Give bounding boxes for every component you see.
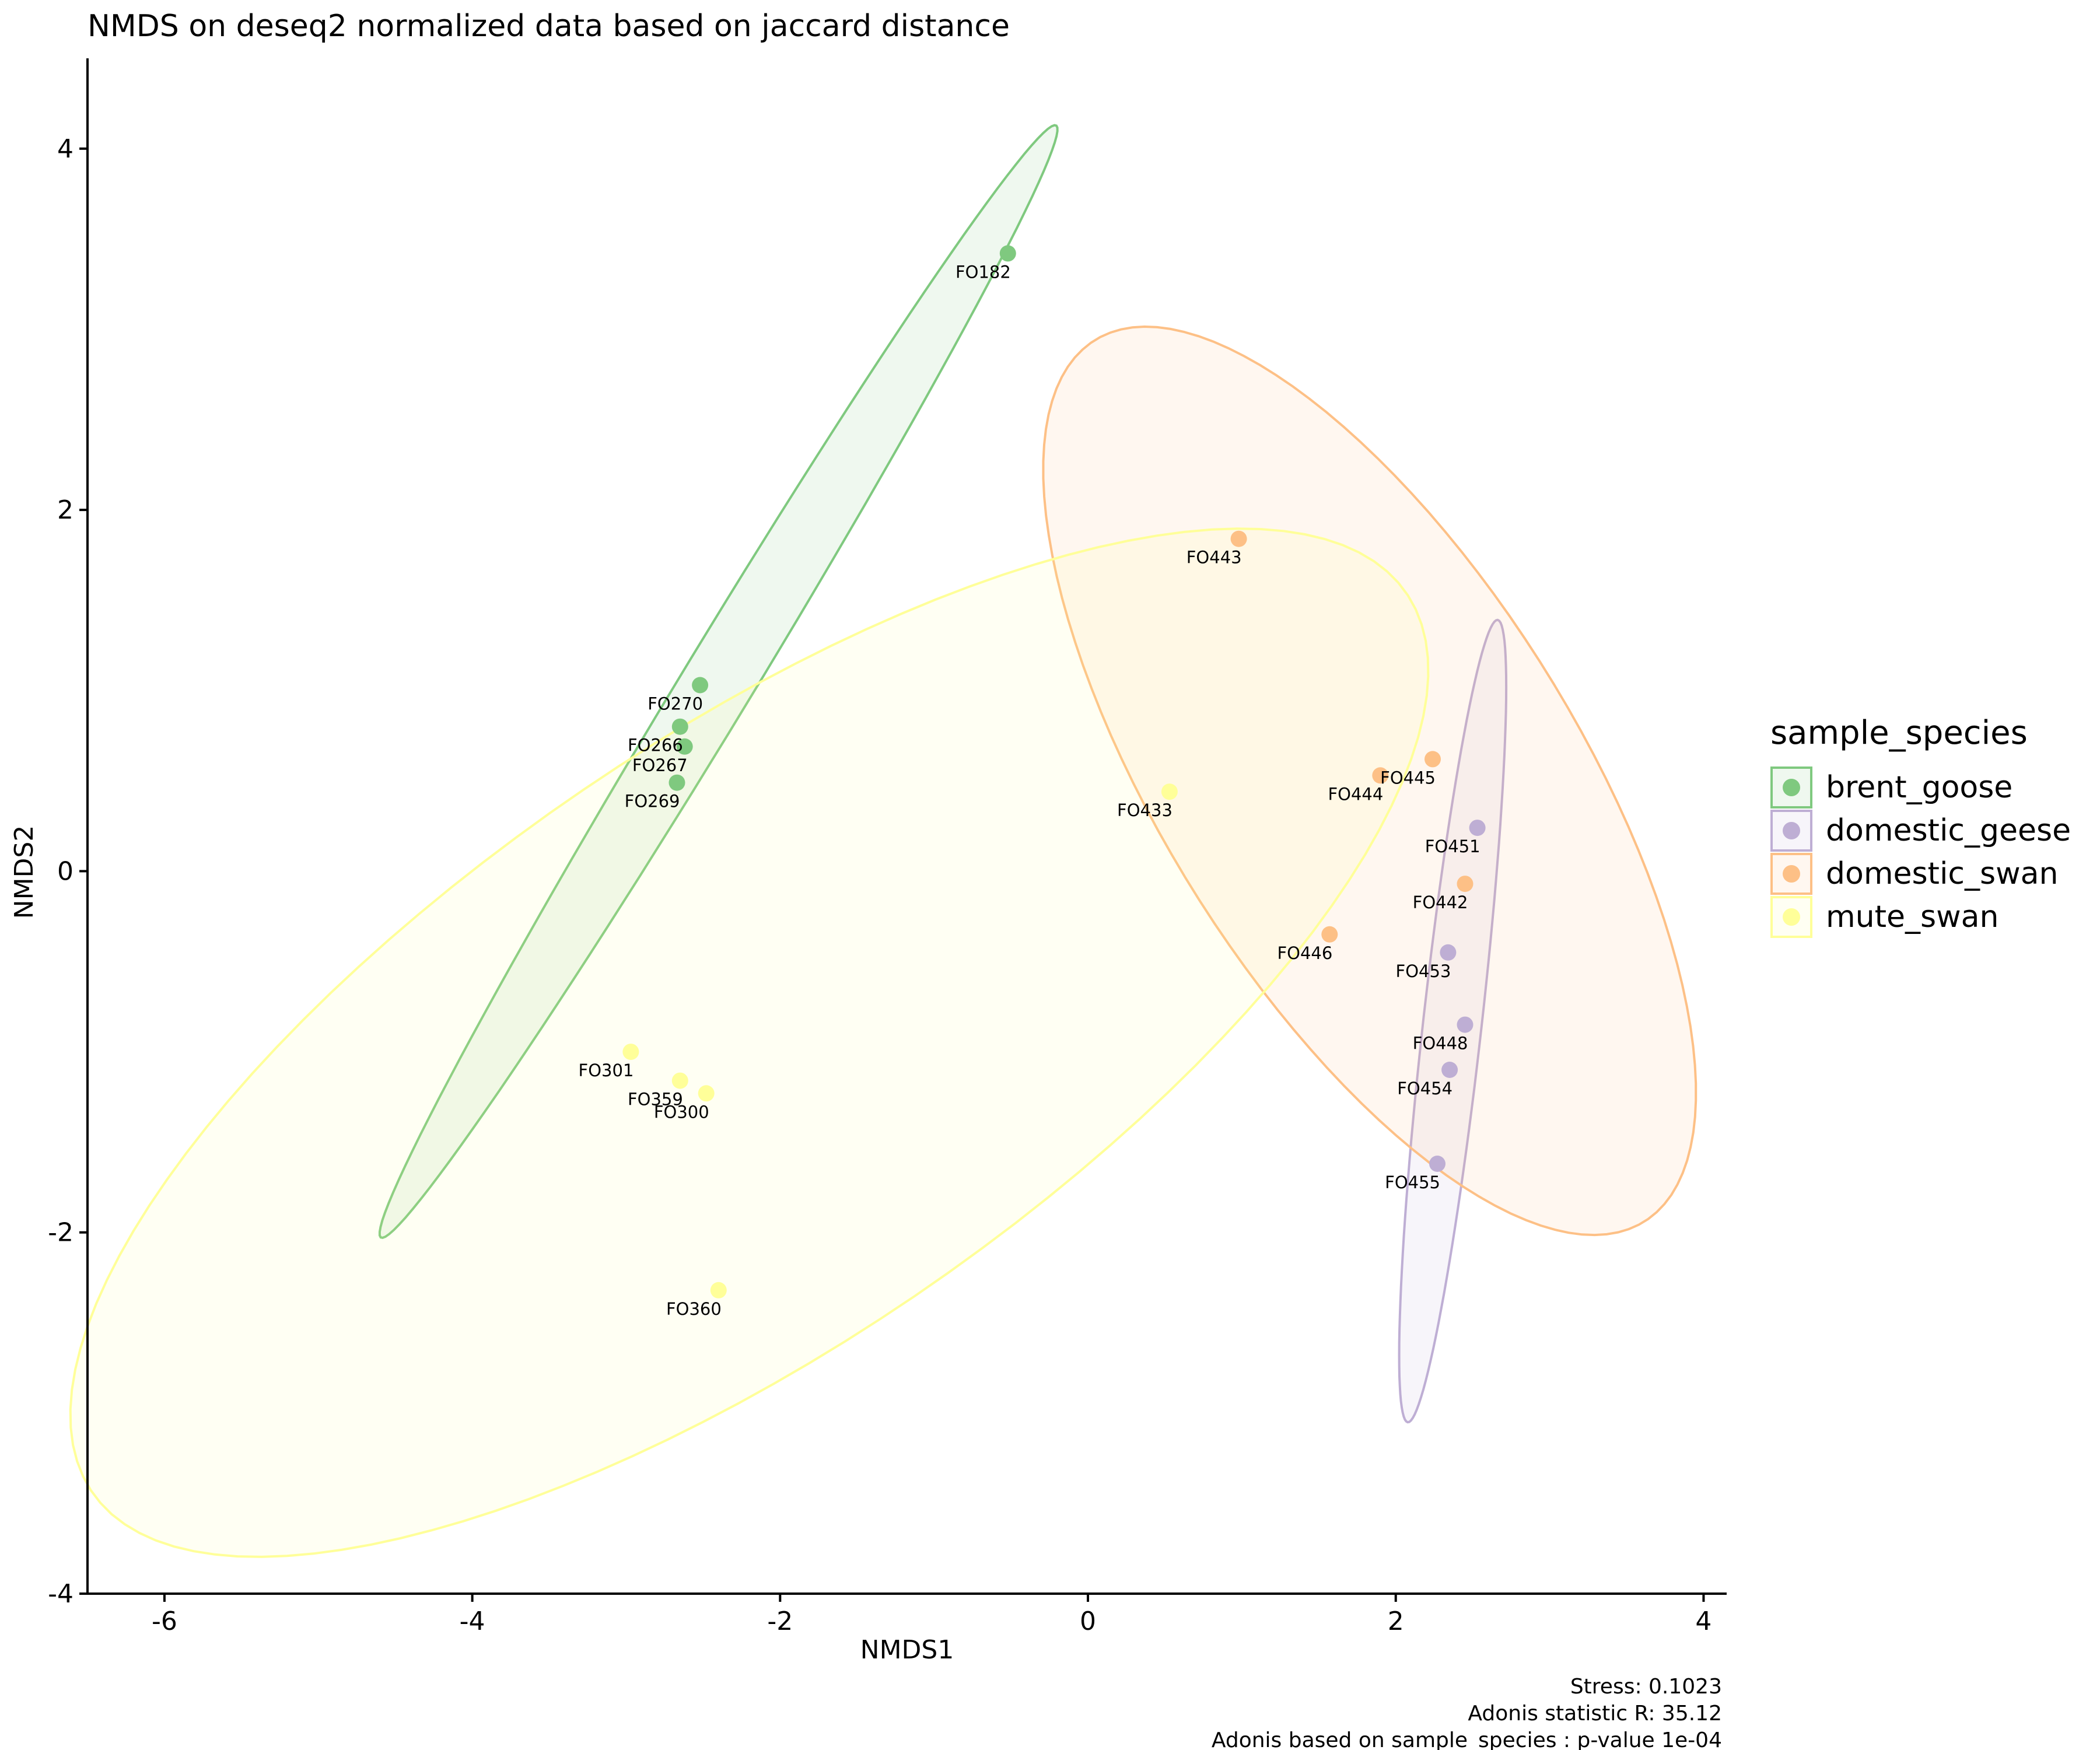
point-label-fo442: FO442: [1413, 892, 1468, 912]
legend-marker: [1783, 865, 1800, 883]
point-fo455: [1429, 1156, 1446, 1172]
y-tick-label: 2: [57, 495, 74, 525]
point-label-fo451: FO451: [1425, 836, 1480, 856]
point-label-fo270: FO270: [648, 694, 703, 714]
y-tick-label: 0: [57, 856, 74, 886]
stats-line: Adonis based on sample_species : p-value…: [1212, 1728, 1722, 1750]
point-fo270: [692, 677, 709, 694]
legend-marker: [1783, 908, 1800, 926]
point-fo442: [1457, 876, 1474, 892]
point-label-fo445: FO445: [1380, 768, 1436, 788]
point-fo443: [1230, 530, 1247, 547]
point-fo451: [1469, 820, 1486, 836]
point-fo446: [1321, 926, 1338, 943]
point-label-fo301: FO301: [579, 1060, 634, 1080]
x-tick-label: 4: [1695, 1606, 1712, 1636]
point-label-fo267: FO267: [632, 755, 688, 775]
chart-title: NMDS on deseq2 normalized data based on …: [88, 9, 1010, 44]
y-tick-label: 4: [57, 134, 74, 164]
point-fo448: [1457, 1016, 1474, 1033]
point-label-fo433: FO433: [1117, 800, 1172, 820]
point-label-fo359: FO359: [628, 1090, 683, 1110]
point-fo454: [1441, 1062, 1458, 1078]
x-tick-label: 0: [1080, 1606, 1096, 1636]
point-label-fo443: FO443: [1186, 548, 1242, 568]
y-axis-ticks: -4 -2 0 2 4: [48, 134, 88, 1609]
point-label-fo360: FO360: [666, 1299, 722, 1319]
point-fo267: [676, 738, 693, 755]
legend-label-brent-goose: brent_goose: [1826, 770, 2013, 805]
ellipse-domestic-swan: [1042, 325, 1698, 1237]
point-label-fo453: FO453: [1396, 961, 1451, 981]
legend-marker: [1783, 779, 1800, 796]
stats-annotations: Stress: 0.1023 Adonis statistic R: 35.12A…: [1212, 1675, 1722, 1750]
ellipse-brent-goose: [378, 124, 1059, 1239]
confidence-ellipses: [69, 124, 1698, 1558]
y-tick-label: -4: [48, 1579, 74, 1609]
point-fo300: [698, 1085, 715, 1102]
point-label-fo182: FO182: [956, 262, 1011, 282]
point-label-fo454: FO454: [1397, 1079, 1452, 1098]
point-fo453: [1440, 944, 1457, 961]
point-fo433: [1161, 783, 1178, 800]
point-fo269: [668, 774, 685, 791]
point-fo301: [622, 1044, 639, 1060]
point-label-fo448: FO448: [1413, 1034, 1468, 1054]
point-fo266: [671, 718, 688, 735]
x-tick-label: -4: [460, 1606, 485, 1636]
x-tick-label: 2: [1388, 1606, 1404, 1636]
stats-line: Stress: 0.1023: [1570, 1675, 1722, 1699]
point-fo444: [1372, 767, 1389, 784]
legend-title: sample_species: [1770, 714, 2028, 752]
legend-key-domestic-geese: [1770, 810, 1812, 852]
point-fo359: [671, 1072, 688, 1089]
legend-marker: [1783, 822, 1800, 839]
point-label-fo446: FO446: [1277, 943, 1332, 963]
x-axis-title: NMDS1: [860, 1635, 954, 1665]
ellipse-mute-swan: [69, 527, 1430, 1558]
point-label-fo266: FO266: [628, 736, 683, 755]
y-tick-label: -2: [48, 1218, 74, 1248]
y-axis-title: NMDS2: [9, 825, 39, 919]
point-fo360: [710, 1282, 727, 1298]
point-label-fo300: FO300: [654, 1102, 709, 1122]
point-label-fo269: FO269: [625, 792, 680, 811]
x-tick-label: -2: [767, 1606, 793, 1636]
legend: sample_species brent_goose domestic_geese…: [1770, 714, 2071, 938]
stats-line: Adonis statistic R: 35.12: [1468, 1702, 1722, 1726]
point-fo182: [999, 245, 1016, 262]
point-label-fo455: FO455: [1385, 1172, 1440, 1192]
point-fo445: [1424, 751, 1441, 768]
point-label-fo444: FO444: [1328, 784, 1383, 804]
data-points: [622, 245, 1486, 1298]
legend-label-domestic-swan: domestic_swan: [1826, 856, 2058, 891]
x-axis-ticks: -6 -4 -2 0 2 4: [152, 1594, 1712, 1636]
x-tick-label: -6: [152, 1606, 177, 1636]
legend-label-mute-swan: mute_swan: [1826, 900, 1999, 935]
legend-label-domestic-geese: domestic_geese: [1826, 813, 2071, 848]
